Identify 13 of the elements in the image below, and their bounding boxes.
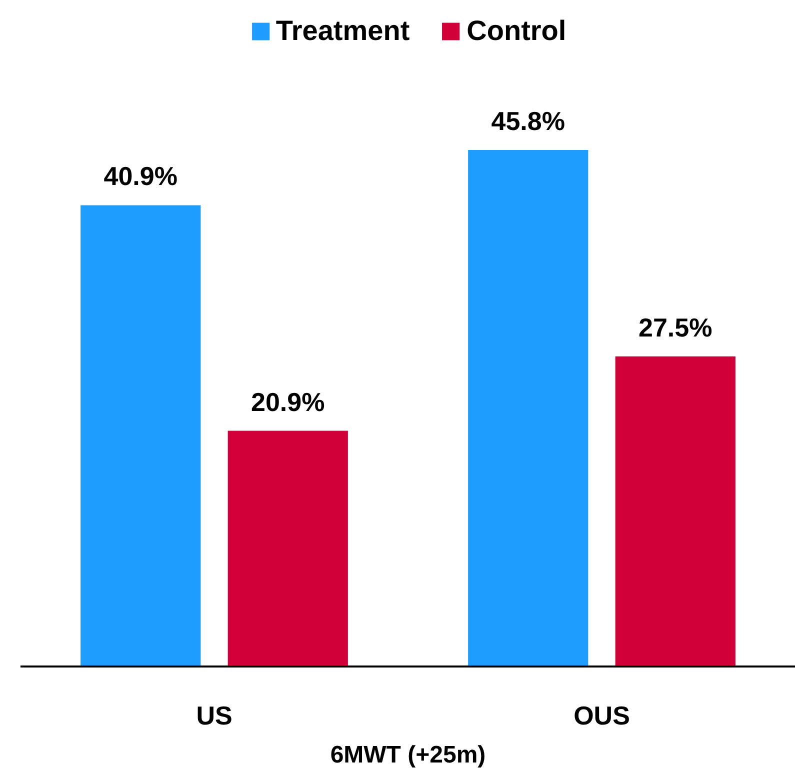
bar [228,430,348,666]
legend-label: Control [466,15,566,47]
bar [615,356,736,666]
x-tick-label: US [196,700,232,730]
bar [80,205,201,666]
data-label: 20.9% [251,386,325,417]
data-label: 40.9% [104,161,178,192]
data-label: 45.8% [491,106,565,136]
x-tick-label: OUS [574,700,630,730]
x-axis-title: 6MWT (+25m) [330,742,486,768]
legend-label: Treatment [276,15,410,47]
data-label: 27.5% [638,312,712,342]
bar [468,150,588,666]
